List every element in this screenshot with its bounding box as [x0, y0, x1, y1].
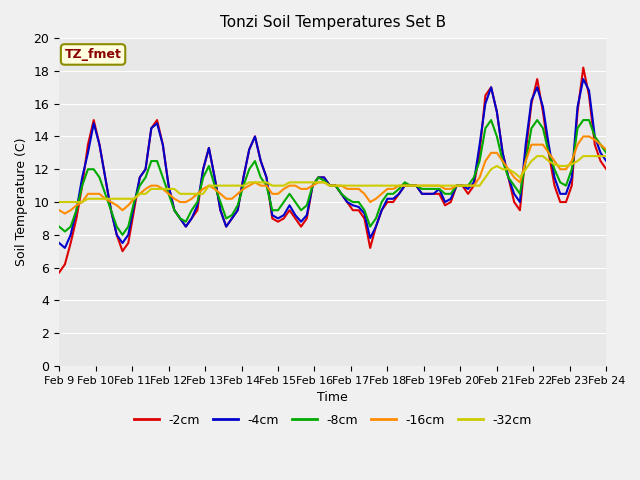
-4cm: [579, 76, 587, 82]
-2cm: [556, 199, 564, 205]
-32cm: [349, 183, 356, 189]
-16cm: [579, 133, 587, 139]
-2cm: [579, 65, 587, 71]
-32cm: [332, 183, 339, 189]
-4cm: [136, 175, 143, 180]
-4cm: [216, 207, 224, 213]
-8cm: [118, 232, 126, 238]
-16cm: [297, 186, 305, 192]
-32cm: [533, 153, 541, 159]
-4cm: [355, 204, 362, 210]
-8cm: [55, 224, 63, 229]
-8cm: [216, 199, 224, 205]
-8cm: [337, 191, 345, 197]
-16cm: [562, 167, 570, 172]
-2cm: [55, 270, 63, 276]
-4cm: [55, 240, 63, 246]
-2cm: [291, 216, 299, 221]
-8cm: [568, 167, 575, 172]
-4cm: [61, 245, 68, 251]
-16cm: [55, 207, 63, 213]
-8cm: [136, 183, 143, 189]
-16cm: [602, 147, 610, 153]
Legend: -2cm, -4cm, -8cm, -16cm, -32cm: -2cm, -4cm, -8cm, -16cm, -32cm: [129, 409, 537, 432]
-32cm: [602, 153, 610, 159]
-32cm: [130, 196, 138, 202]
-8cm: [487, 117, 495, 123]
-4cm: [602, 158, 610, 164]
-2cm: [130, 207, 138, 213]
-2cm: [349, 207, 356, 213]
-4cm: [337, 191, 345, 197]
-4cm: [297, 219, 305, 225]
-16cm: [136, 191, 143, 197]
-16cm: [216, 191, 224, 197]
-32cm: [55, 199, 63, 205]
-2cm: [332, 183, 339, 189]
-16cm: [337, 183, 345, 189]
Text: TZ_fmet: TZ_fmet: [65, 48, 122, 61]
-2cm: [602, 167, 610, 172]
Line: -16cm: -16cm: [59, 136, 606, 214]
-32cm: [291, 180, 299, 185]
-16cm: [355, 186, 362, 192]
-4cm: [562, 191, 570, 197]
Y-axis label: Soil Temperature (C): Soil Temperature (C): [15, 138, 28, 266]
-2cm: [211, 175, 218, 180]
Line: -8cm: -8cm: [59, 120, 606, 235]
X-axis label: Time: Time: [317, 391, 348, 404]
Line: -32cm: -32cm: [59, 156, 606, 202]
-8cm: [297, 207, 305, 213]
Line: -4cm: -4cm: [59, 79, 606, 248]
-32cm: [211, 183, 218, 189]
Title: Tonzi Soil Temperatures Set B: Tonzi Soil Temperatures Set B: [220, 15, 446, 30]
Line: -2cm: -2cm: [59, 68, 606, 273]
-8cm: [355, 199, 362, 205]
-8cm: [602, 150, 610, 156]
-32cm: [562, 163, 570, 169]
-16cm: [61, 211, 68, 216]
